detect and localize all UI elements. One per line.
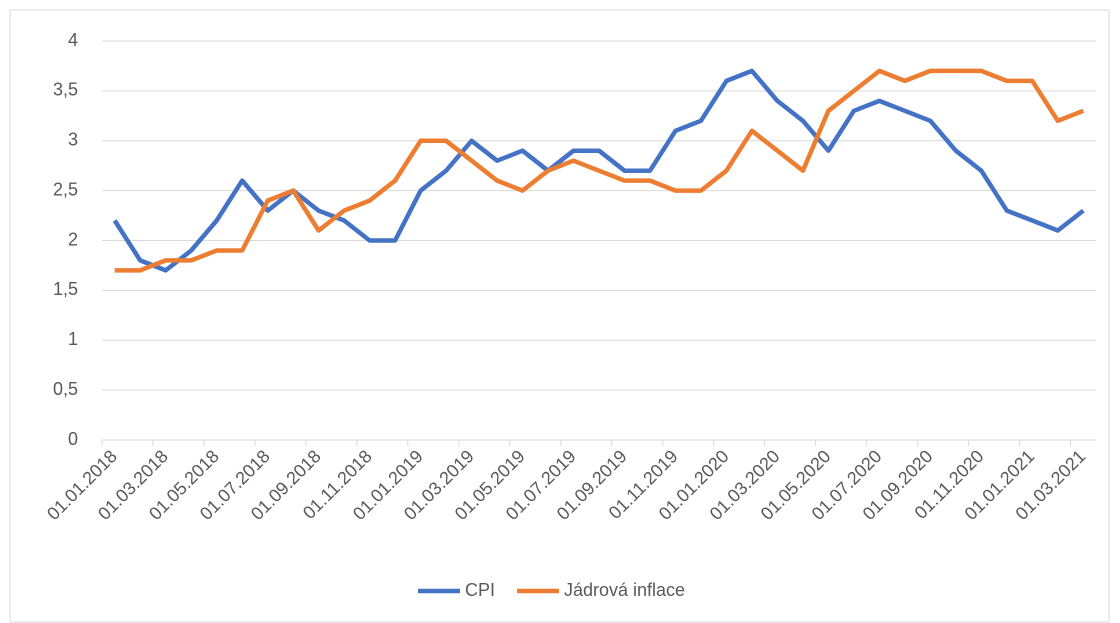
y-tick-label: 3: [68, 130, 78, 150]
series-line: [112, 68, 1085, 273]
y-tick-label: 0: [68, 429, 78, 449]
series-line: [114, 68, 1085, 273]
y-tick-label: 4: [68, 30, 78, 50]
legend-label: Jádrová inflace: [564, 580, 685, 600]
y-tick-label: 0,5: [53, 379, 78, 399]
y-tick-label: 1: [68, 329, 78, 349]
y-tick-label: 2,5: [53, 179, 78, 199]
legend-label: CPI: [465, 580, 495, 600]
chart-border: [9, 9, 1110, 623]
y-tick-label: 2: [68, 229, 78, 249]
y-tick-label: 3,5: [53, 80, 78, 100]
y-tick-label: 1,5: [53, 279, 78, 299]
